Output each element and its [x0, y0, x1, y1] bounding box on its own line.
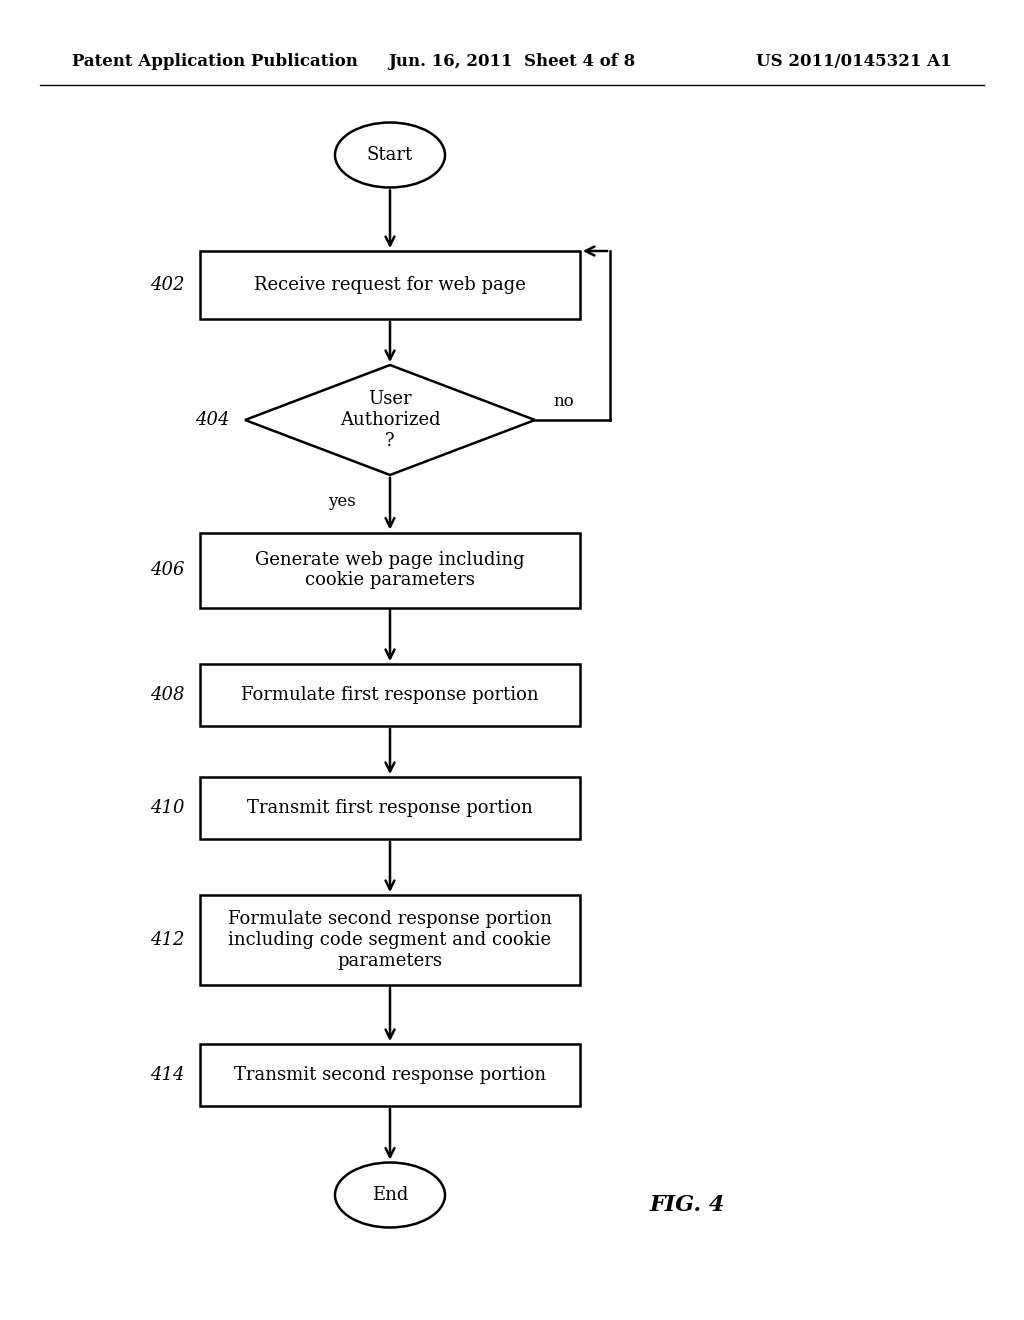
Text: 414: 414	[151, 1067, 185, 1084]
Ellipse shape	[335, 1163, 445, 1228]
Text: 408: 408	[151, 686, 185, 704]
Text: 406: 406	[151, 561, 185, 579]
Text: FIG. 4: FIG. 4	[650, 1195, 725, 1216]
Bar	[200, 1044, 580, 1106]
Text: Patent Application Publication: Patent Application Publication	[72, 54, 357, 70]
Text: no: no	[553, 393, 573, 411]
Ellipse shape	[335, 123, 445, 187]
Text: Formulate first response portion: Formulate first response portion	[242, 686, 539, 704]
Text: 410: 410	[151, 799, 185, 817]
Text: End: End	[372, 1185, 409, 1204]
Text: Transmit second response portion: Transmit second response portion	[233, 1067, 546, 1084]
Text: Start: Start	[367, 147, 413, 164]
Text: yes: yes	[328, 492, 356, 510]
Bar	[200, 895, 580, 985]
Bar	[200, 251, 580, 319]
Text: User
Authorized
?: User Authorized ?	[340, 391, 440, 450]
Bar	[200, 664, 580, 726]
Text: Transmit first response portion: Transmit first response portion	[247, 799, 532, 817]
Bar	[200, 777, 580, 840]
Polygon shape	[245, 366, 535, 475]
Text: 404: 404	[196, 411, 230, 429]
Text: 412: 412	[151, 931, 185, 949]
Bar	[200, 532, 580, 607]
Text: Jun. 16, 2011  Sheet 4 of 8: Jun. 16, 2011 Sheet 4 of 8	[388, 54, 636, 70]
Text: 402: 402	[151, 276, 185, 294]
Text: Formulate second response portion
including code segment and cookie
parameters: Formulate second response portion includ…	[228, 911, 552, 970]
Text: Receive request for web page: Receive request for web page	[254, 276, 526, 294]
Text: Generate web page including
cookie parameters: Generate web page including cookie param…	[255, 550, 525, 590]
Text: US 2011/0145321 A1: US 2011/0145321 A1	[757, 54, 952, 70]
